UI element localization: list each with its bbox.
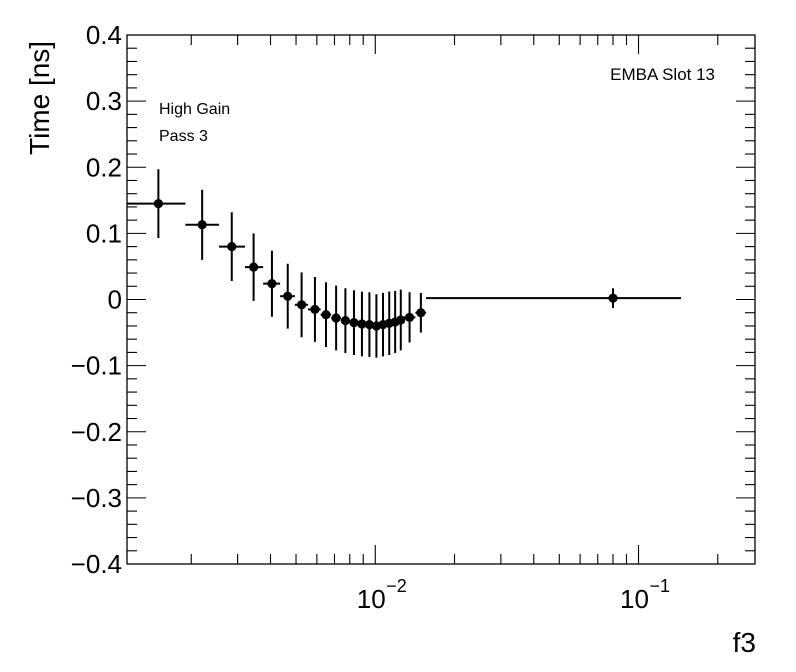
data-marker	[349, 318, 359, 328]
data-marker	[297, 300, 307, 310]
x-tick-label: 10	[620, 584, 649, 614]
data-point	[357, 291, 367, 357]
pass-annotation: Pass 3	[159, 128, 208, 145]
y-tick-label: 0.2	[86, 152, 122, 182]
y-tick-label: 0.3	[86, 86, 122, 116]
data-marker	[364, 320, 375, 330]
gain-annotation: High Gain	[159, 101, 230, 118]
data-marker	[249, 262, 259, 272]
x-tick-label: 10	[357, 584, 386, 614]
data-marker	[227, 242, 237, 252]
data-series	[127, 169, 681, 358]
y-tick-label: 0	[108, 285, 122, 315]
data-marker	[153, 199, 163, 209]
data-point	[349, 290, 359, 356]
data-marker	[310, 304, 320, 315]
data-marker	[340, 316, 350, 326]
y-tick-label: 0.1	[86, 218, 122, 248]
y-tick-label: 0.4	[86, 20, 122, 50]
data-marker	[416, 308, 426, 318]
data-point	[307, 277, 321, 342]
data-marker	[283, 291, 293, 301]
y-tick-label: −0.2	[71, 417, 122, 447]
data-point	[415, 292, 427, 333]
x-axis-title: f3	[733, 627, 756, 658]
data-marker	[404, 312, 415, 322]
data-marker	[608, 293, 618, 303]
data-marker	[357, 319, 367, 329]
data-marker	[331, 313, 341, 323]
data-point	[219, 212, 246, 281]
data-point	[127, 169, 186, 239]
data-marker	[396, 315, 406, 325]
data-point	[280, 263, 295, 329]
data-marker	[267, 279, 277, 289]
data-point	[364, 292, 375, 358]
data-point	[396, 289, 406, 351]
y-tick-label: −0.3	[71, 483, 122, 513]
module-annotation: EMBA Slot 13	[610, 65, 715, 84]
data-marker	[197, 220, 207, 230]
data-point	[294, 272, 308, 338]
data-point	[403, 292, 416, 343]
data-point	[426, 288, 681, 309]
data-point	[185, 189, 220, 260]
y-axis-title: Time [ns]	[24, 41, 55, 155]
data-point	[245, 233, 264, 301]
data-marker	[321, 310, 331, 320]
y-tick-label: −0.1	[71, 351, 122, 381]
y-tick-label: −0.4	[71, 549, 122, 579]
data-point	[331, 285, 341, 351]
x-tick-exponent: −2	[386, 576, 407, 596]
data-point	[263, 250, 281, 317]
data-point	[340, 288, 350, 354]
axis-ticks	[127, 34, 755, 565]
data-point	[320, 282, 332, 348]
x-tick-exponent: −1	[650, 576, 671, 596]
